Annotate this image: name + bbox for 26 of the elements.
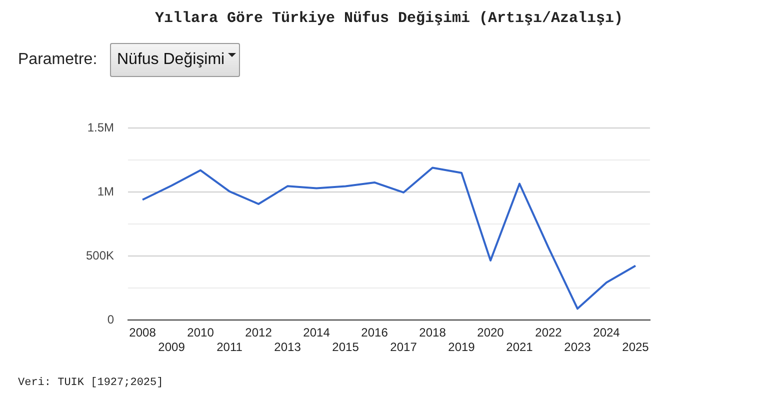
x-tick-label: 2010 [187,326,214,340]
x-tick-label: 2019 [448,340,476,354]
x-tick-label: 2024 [593,326,620,340]
x-tick-label: 2013 [274,340,302,354]
dropdown-field: Nüfus Değişimi [110,43,240,77]
x-tick-label: 2015 [332,340,360,354]
x-tick-label: 2016 [361,326,388,340]
y-tick-label: 0 [107,312,114,327]
x-tick-label: 2023 [564,340,592,354]
x-tick-label: 2011 [216,340,243,354]
x-tick-label: 2022 [535,326,562,340]
y-tick-label: 1M [97,184,114,198]
x-tick-label: 2008 [129,326,156,340]
chart-title: Yıllara Göre Türkiye Nüfus Değişimi (Artışı/Azalışı) [154,10,624,27]
x-tick-label: 2012 [245,326,272,340]
x-tick-label: 2025 [622,340,650,354]
text: Parametre: [18,51,98,69]
y-tick-label: 1.5M [87,120,114,134]
x-tick-label: 2014 [303,326,330,340]
x-tick-label: 2017 [390,340,418,354]
x-tick-label: 2018 [419,326,446,340]
y-tick-label: 500K [86,248,114,262]
text: Veri: TUIK [1927;2025] [18,377,164,389]
x-tick-label: 2020 [477,326,504,340]
x-tick-label: 2009 [158,340,186,354]
x-tick-label: 2021 [506,340,534,354]
